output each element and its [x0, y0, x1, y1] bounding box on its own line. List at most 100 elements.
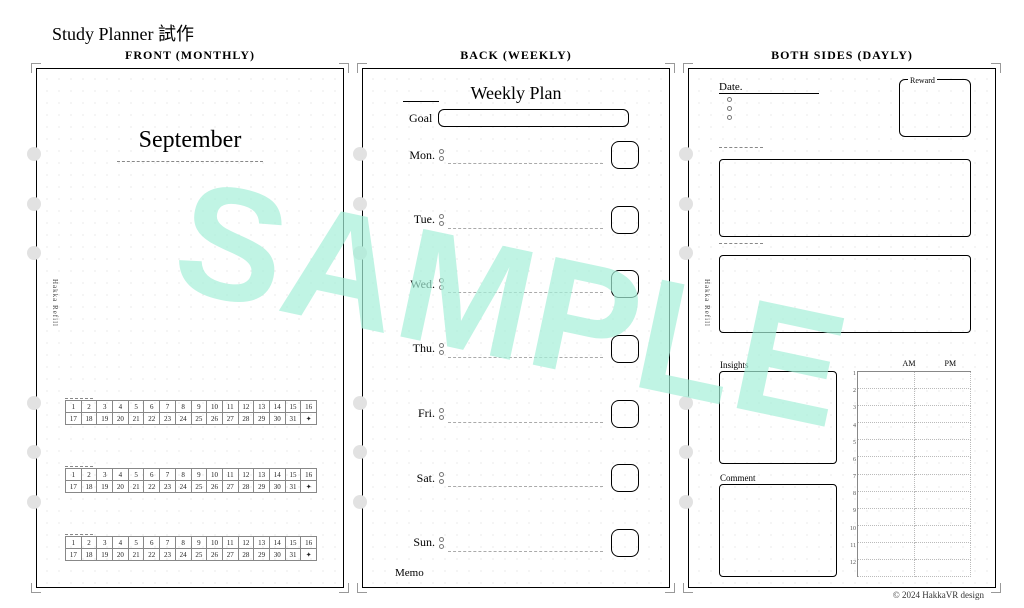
calendar-cell: 5	[129, 401, 145, 413]
calendar-cell: 30	[270, 481, 286, 493]
day-label: Sat.	[401, 471, 435, 486]
daily-bullets	[727, 97, 732, 120]
day-row: Fri.	[401, 400, 639, 428]
calendar-cell: 25	[192, 549, 208, 561]
hour-label: 5	[847, 440, 857, 457]
date-label: Date.	[719, 81, 819, 94]
calendar-cell: 30	[270, 413, 286, 425]
ampm-cell	[858, 406, 915, 423]
calendar-cell: 1	[66, 537, 82, 549]
day-bullets	[439, 278, 444, 290]
calendar-cell: 23	[160, 481, 176, 493]
hour-label: 7	[847, 474, 857, 491]
ampm-cell	[915, 543, 972, 560]
calendar-cell: 15	[286, 537, 302, 549]
hour-label: 6	[847, 457, 857, 474]
ampm-cell	[915, 389, 972, 406]
calendar-cell: 3	[97, 469, 113, 481]
calendar-cell: 20	[113, 549, 129, 561]
calendar-cell: 13	[254, 537, 270, 549]
weekly-panel: Weekly Plan Goal Mon. Tue. Wed. Thu. Fri…	[362, 68, 670, 588]
calendar-cell: 9	[192, 401, 208, 413]
calendar-cell: 11	[223, 537, 239, 549]
calendar-cell: 28	[239, 413, 255, 425]
daily-left-col: Insights Comment	[719, 359, 837, 577]
day-checkbox	[611, 400, 639, 428]
calendar-cell: 24	[176, 413, 192, 425]
brand-vertical: Hakka Refill	[703, 279, 711, 327]
calendar-cell: 31	[286, 413, 302, 425]
calendar-cell: 19	[97, 481, 113, 493]
daily-panel: Date. Reward Hakka Refill Insights Comme…	[688, 68, 996, 588]
calendar-cell: 2	[82, 537, 98, 549]
calendar-cell: 5	[129, 469, 145, 481]
day-checkbox	[611, 529, 639, 557]
calendar-cell: 18	[82, 481, 98, 493]
calendar-cell: 9	[192, 469, 208, 481]
calendar-cell: 7	[160, 401, 176, 413]
month-underline	[117, 161, 263, 162]
calendar-cell: ✦	[301, 413, 317, 425]
page-title: Study Planner 試作	[52, 20, 194, 46]
calendar-cell: 25	[192, 413, 208, 425]
big-box-2	[719, 255, 971, 333]
ampm-cell	[915, 406, 972, 423]
ampm-cell	[858, 440, 915, 457]
calendar-cell: 13	[254, 401, 270, 413]
calendar-cell: 7	[160, 537, 176, 549]
calendar-cell: 15	[286, 401, 302, 413]
ampm-cell	[858, 543, 915, 560]
ampm-cell	[858, 457, 915, 474]
reward-box: Reward	[899, 79, 971, 137]
day-label: Fri.	[401, 406, 435, 421]
day-label: Thu.	[401, 341, 435, 356]
hour-label: 4	[847, 423, 857, 440]
calendar-cell: 22	[144, 413, 160, 425]
calendar-cell: 4	[113, 401, 129, 413]
box2-label	[719, 243, 763, 244]
hour-label: 11	[847, 543, 857, 560]
mini-calendar-3: 1234567891011121314151617181920212223242…	[65, 525, 317, 561]
ampm-grid	[857, 371, 971, 577]
month-title: September	[37, 127, 343, 154]
calendar-cell: 27	[223, 481, 239, 493]
calendar-cell: 10	[207, 401, 223, 413]
weekly-title: Weekly Plan	[363, 83, 669, 104]
calendar-cell: 20	[113, 481, 129, 493]
calendar-cell: 17	[66, 481, 82, 493]
day-line	[448, 534, 603, 552]
big-box-1	[719, 159, 971, 237]
day-checkbox	[611, 141, 639, 169]
calendar-cell: 21	[129, 549, 145, 561]
ampm-cell	[858, 526, 915, 543]
weekly-header: BACK (WEEKLY)	[362, 48, 670, 68]
day-checkbox	[611, 464, 639, 492]
calendar-cell: 6	[144, 469, 160, 481]
ampm-cell	[915, 560, 972, 577]
binder-holes	[353, 69, 367, 587]
day-bullets	[439, 214, 444, 226]
ampm-cell	[858, 475, 915, 492]
day-label: Mon.	[401, 148, 435, 163]
calendar-cell: 1	[66, 469, 82, 481]
calendar-cell: 14	[270, 537, 286, 549]
ampm-header: AM PM	[847, 359, 971, 368]
calendar-cell: 18	[82, 413, 98, 425]
calendar-cell: 24	[176, 481, 192, 493]
calendar-cell: 27	[223, 413, 239, 425]
day-bullets	[439, 537, 444, 549]
calendar-cell: 25	[192, 481, 208, 493]
day-line	[448, 340, 603, 358]
monthly-header: FRONT (MONTHLY)	[36, 48, 344, 68]
panels-container: FRONT (MONTHLY) September Hakka Refill 1…	[36, 48, 996, 588]
calendar-cell: ✦	[301, 549, 317, 561]
calendar-cell: 16	[301, 469, 317, 481]
day-bullets	[439, 408, 444, 420]
calendar-cell: 12	[239, 401, 255, 413]
mini-calendar-2: 1234567891011121314151617181920212223242…	[65, 457, 317, 493]
day-line	[448, 469, 603, 487]
calendar-cell: 26	[207, 481, 223, 493]
calendar-cell: 17	[66, 549, 82, 561]
pm-label: PM	[930, 359, 971, 368]
calendar-cell: 21	[129, 481, 145, 493]
